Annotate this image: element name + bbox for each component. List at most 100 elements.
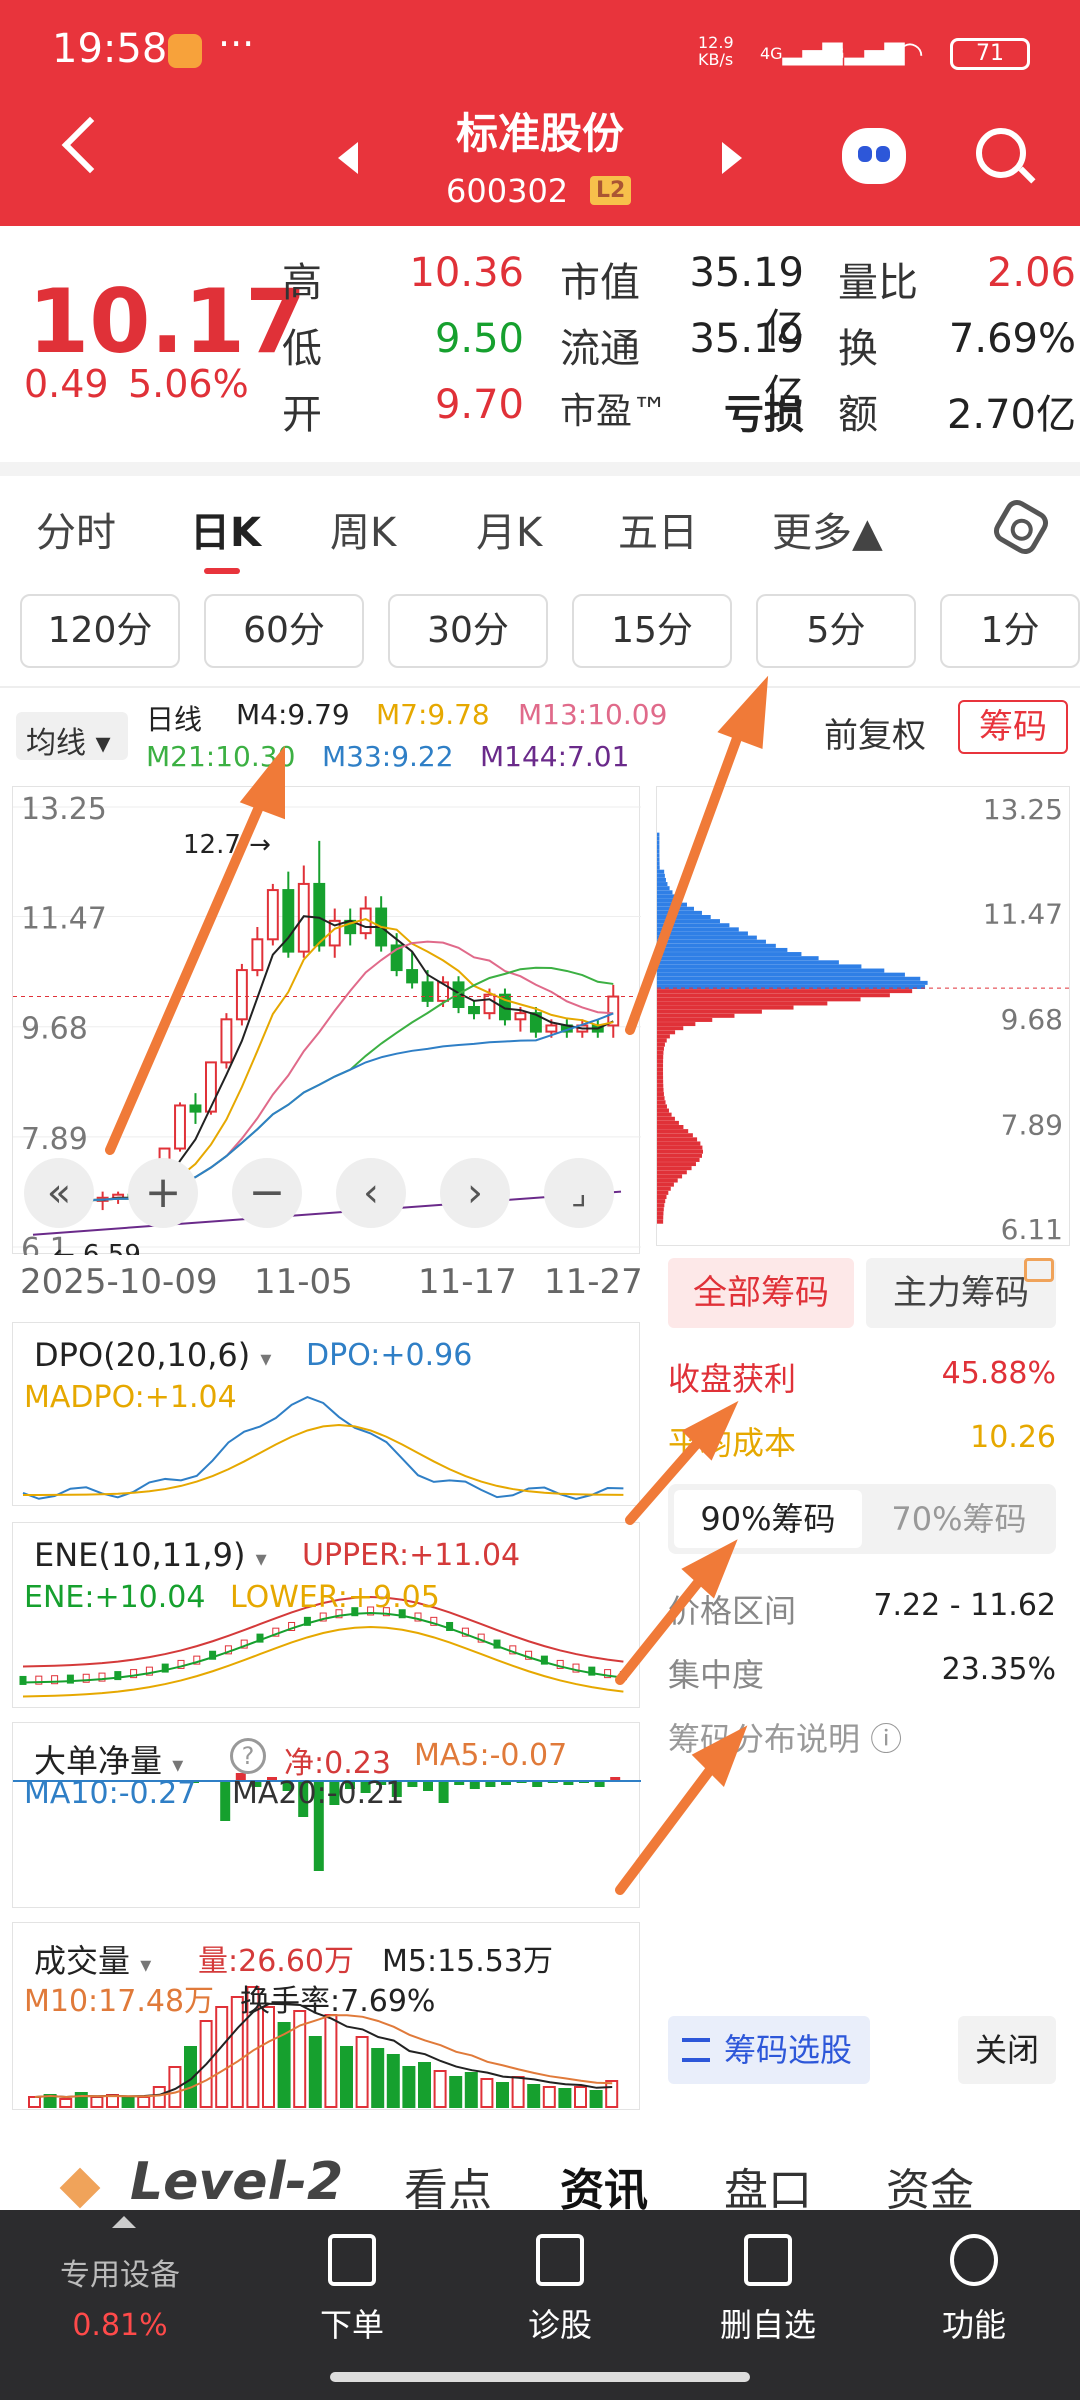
tab-level2[interactable]: Level-2	[130, 2152, 344, 2212]
ene-select[interactable]: ENE(10,11,9) ▾	[34, 1536, 267, 1574]
volume-m5-value: M5:15.53万	[382, 1944, 553, 1979]
dpo-panel[interactable]	[12, 1322, 640, 1506]
ene-candle	[193, 1655, 201, 1665]
high-value: 10.36	[409, 250, 524, 296]
fullscreen-button[interactable]: ⌟	[544, 1158, 614, 1228]
sector-name[interactable]: 专用设备	[60, 2258, 180, 2293]
chip-bar	[657, 1079, 664, 1084]
bigorder-select[interactable]: 大单净量 ▾	[34, 1742, 184, 1780]
tab-funds[interactable]: 资金	[886, 2165, 974, 2216]
bigorder-bar	[298, 1781, 309, 1817]
candle-body	[204, 1061, 217, 1113]
function-button[interactable]: 功能	[941, 2306, 1006, 2344]
volume-panel[interactable]	[12, 1922, 640, 2110]
more-notifications-icon: ···	[218, 22, 255, 66]
ene-upper-value: UPPER:+11.04	[302, 1538, 521, 1573]
interval-30m[interactable]: 30分	[388, 594, 548, 668]
ene-candle	[572, 1663, 580, 1673]
chip-bar	[657, 935, 757, 940]
volume-bar	[574, 2086, 587, 2108]
interval-5m[interactable]: 5分	[756, 594, 916, 668]
status-bar: 19:58 ··· 12.9 KB/s 4G▂▄▆ 4G▂▄▆ ◠ 71	[0, 0, 1080, 100]
dpo-select[interactable]: DPO(20,10,6) ▾	[34, 1336, 272, 1374]
adjust-mode[interactable]: 前复权	[824, 716, 926, 756]
zoom-in-button[interactable]: +	[128, 1158, 198, 1228]
pe-value: 亏损	[724, 392, 804, 438]
active-tab-indicator	[204, 568, 240, 574]
interval-60m[interactable]: 60分	[204, 594, 364, 668]
interval-15m[interactable]: 15分	[572, 594, 732, 668]
interval-120m[interactable]: 120分	[20, 594, 180, 668]
assistant-robot-icon[interactable]	[842, 128, 906, 184]
prev-stock-icon[interactable]	[338, 142, 358, 174]
ene-candle	[161, 1663, 169, 1673]
chip-bar	[657, 869, 665, 874]
close-chip-button[interactable]: 关闭	[958, 2016, 1056, 2084]
interval-1m[interactable]: 1分	[940, 594, 1080, 668]
ene-candle	[303, 1616, 311, 1626]
expand-up-icon[interactable]	[112, 2216, 136, 2228]
low-label: 低	[282, 326, 322, 372]
remove-watchlist-button[interactable]: 删自选	[719, 2306, 816, 2344]
zoom-out-button[interactable]: −	[232, 1158, 302, 1228]
bigorder-bar	[423, 1781, 433, 1791]
tab-more[interactable]: 更多▲	[772, 510, 883, 556]
candle-body	[251, 938, 264, 972]
scroll-left-button[interactable]: ‹	[336, 1158, 406, 1228]
tab-five-day[interactable]: 五日	[618, 510, 698, 556]
kline-panel[interactable]: 13.25 11.47 9.68 7.89 6.1 12.7 → ← 6.59	[12, 786, 641, 1270]
scroll-right-button[interactable]: ›	[440, 1158, 510, 1228]
ene-candle	[145, 1666, 153, 1676]
price-axis-label: 9.68	[21, 1012, 88, 1047]
volume-bar	[168, 2066, 182, 2108]
tab-monthly-k[interactable]: 月K	[476, 510, 543, 556]
home-indicator[interactable]	[330, 2372, 750, 2382]
chip-bar	[657, 1075, 664, 1080]
chip-bar	[657, 1034, 670, 1039]
ene-panel[interactable]	[12, 1522, 640, 1708]
mcap-value: 35.19亿	[689, 250, 804, 352]
chip-bar	[657, 1178, 678, 1183]
tab-orderbook[interactable]: 盘口	[724, 2165, 812, 2216]
chip-bar	[657, 910, 702, 915]
ma-select[interactable]: 均线 ▾	[16, 712, 128, 761]
search-icon[interactable]	[976, 128, 1026, 178]
tab-weekly-k[interactable]: 周K	[330, 510, 397, 556]
volume-select[interactable]: 成交量 ▾	[34, 1942, 152, 1980]
chip-bar	[657, 1092, 664, 1097]
tab-intraday[interactable]: 分时	[36, 510, 116, 556]
chip-screen-button[interactable]: 筹码选股	[668, 2016, 870, 2084]
chip-bar	[657, 997, 861, 1002]
ene-candle	[66, 1674, 74, 1684]
bigorder-panel[interactable]	[12, 1722, 641, 1908]
ene-candle	[319, 1612, 327, 1622]
pct-90-option[interactable]: 90%筹码	[674, 1490, 862, 1548]
help-icon[interactable]: ?	[230, 1738, 266, 1774]
tab-highlights[interactable]: 看点	[404, 2165, 492, 2216]
chip-bar	[657, 1071, 664, 1076]
date-label-start: 2025-10-09	[20, 1262, 218, 1302]
volume-bar	[527, 2084, 541, 2108]
bigorder-bar	[360, 1781, 371, 1793]
chip-bar	[657, 1083, 664, 1088]
next-stock-icon[interactable]	[722, 142, 742, 174]
candle-body	[545, 1024, 558, 1033]
order-button[interactable]: 下单	[319, 2306, 384, 2344]
bigorder-net-value: 净:0.23	[284, 1746, 391, 1781]
profit-label: 收盘获利	[668, 1360, 797, 1398]
volume-m10-line	[34, 2014, 613, 2099]
tab-news[interactable]: 资讯	[560, 2165, 648, 2216]
tab-daily-k[interactable]: 日K	[190, 510, 261, 556]
period-label: 日线	[146, 703, 203, 736]
pct-70-option[interactable]: 70%筹码	[891, 1500, 1027, 1538]
tab-all-chips[interactable]: 全部筹码	[668, 1258, 854, 1328]
chip-bar	[657, 1017, 713, 1022]
fast-back-button[interactable]: «	[24, 1158, 94, 1228]
ene-lower-value: LOWER:+9.05	[230, 1580, 440, 1615]
chip-toggle-button[interactable]: 筹码	[958, 700, 1068, 754]
stock-code: 600302	[446, 172, 569, 210]
turnover-rate-value: 换手率:7.69%	[240, 1984, 436, 2019]
diagnose-button[interactable]: 诊股	[527, 2306, 592, 2344]
